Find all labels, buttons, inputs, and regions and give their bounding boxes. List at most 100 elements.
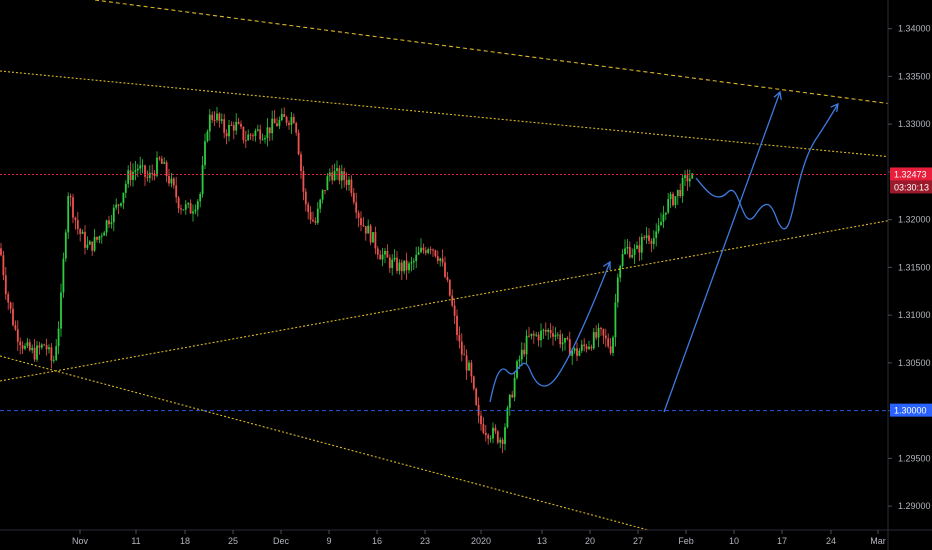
- candle-body: [573, 348, 576, 351]
- price-tick-label: 1.31500: [898, 262, 931, 272]
- candle-body: [276, 123, 278, 127]
- candle-body: [470, 362, 473, 377]
- resistance-trend-line: [0, 70, 893, 158]
- candle-body: [213, 119, 216, 121]
- candle-body: [604, 335, 607, 339]
- candle-body: [487, 435, 490, 439]
- candle-body: [64, 232, 67, 259]
- candle-body: [343, 171, 346, 180]
- projection-arrowhead-january: [602, 260, 611, 271]
- candle-body: [434, 250, 437, 257]
- time-tick-label: 16: [372, 536, 382, 546]
- time-tick-label: 9: [326, 536, 331, 546]
- candle-body: [124, 183, 127, 193]
- candle-body: [352, 193, 355, 203]
- candle-body: [364, 226, 367, 234]
- candle-body: [393, 257, 396, 260]
- candle-body: [43, 344, 46, 346]
- candle-body: [304, 191, 307, 205]
- candle-body: [643, 237, 646, 239]
- candle-body: [19, 341, 22, 346]
- candle-body: [482, 424, 485, 433]
- candle-body: [676, 189, 679, 197]
- candle-body: [273, 118, 276, 124]
- time-axis[interactable]: Nov 11 18 25 Dec 9 16 23 2020 13 20 27 Feb 10 17 24 Mar: [0, 529, 932, 546]
- candle-body: [386, 250, 389, 258]
- candle-body: [624, 248, 626, 255]
- candle-body: [290, 117, 293, 125]
- candle-body: [628, 246, 631, 258]
- candle-body: [405, 260, 408, 271]
- marked-level-label: 1.30000: [894, 406, 927, 416]
- candle-body: [266, 127, 269, 139]
- candle-body: [460, 341, 463, 355]
- candle-body: [381, 254, 384, 260]
- candle-body: [232, 125, 235, 131]
- candle-body: [674, 196, 677, 206]
- candle-body: [172, 178, 175, 186]
- time-tick-label: 27: [633, 536, 643, 546]
- candle-body: [177, 197, 180, 209]
- candle-body: [559, 334, 562, 345]
- candle-body: [326, 176, 329, 191]
- candle-body: [45, 345, 48, 350]
- candle-body: [146, 176, 149, 178]
- price-tick-label: 1.31000: [898, 310, 931, 320]
- price-axis[interactable]: 1.340001.335001.330001.325001.320001.315…: [887, 0, 932, 550]
- candle-body: [616, 277, 619, 303]
- candle-body: [436, 256, 439, 261]
- candle-body: [280, 114, 283, 121]
- candle-body: [79, 229, 82, 234]
- candle-body: [199, 193, 202, 202]
- candle-body: [508, 394, 511, 408]
- candle-body: [384, 250, 386, 255]
- candle-body: [691, 173, 694, 179]
- price-tick-label: 1.33500: [898, 71, 931, 81]
- candle-body: [355, 202, 358, 213]
- candle-body: [136, 168, 139, 171]
- candle-body: [201, 165, 204, 194]
- candle-body: [26, 342, 29, 346]
- candle-body: [261, 139, 264, 141]
- candle-body: [31, 347, 34, 351]
- candle-body: [432, 249, 434, 251]
- candle-body: [141, 165, 144, 167]
- candle-body: [175, 185, 178, 198]
- candle-body: [652, 238, 655, 244]
- candle-body: [631, 254, 634, 258]
- candle-body: [535, 334, 538, 336]
- candle-body: [165, 162, 168, 176]
- candle-body: [184, 204, 187, 210]
- candle-body: [489, 438, 492, 440]
- candle-body: [132, 171, 134, 180]
- projection-arrowhead-wave: [830, 102, 839, 112]
- candle-body: [657, 225, 660, 232]
- candle-body: [120, 203, 122, 206]
- candle-body: [81, 231, 84, 234]
- candle-body: [660, 221, 662, 226]
- time-tick-label: 18: [180, 536, 190, 546]
- candle-body: [648, 235, 650, 241]
- candle-body: [249, 134, 252, 136]
- candle-body: [530, 333, 533, 336]
- candle-body: [602, 329, 605, 336]
- candle-body: [336, 168, 338, 172]
- projection-arrowhead-rise: [773, 90, 782, 101]
- candle-body: [108, 220, 110, 225]
- candle-body: [576, 348, 578, 356]
- candle-body: [595, 332, 598, 338]
- candle-body: [350, 179, 353, 194]
- upper-channel-dashed-line: [94, 0, 893, 105]
- countdown-label: 03:30:13: [894, 182, 929, 192]
- candle-body: [427, 249, 430, 253]
- candle-body: [564, 337, 566, 343]
- candle-body: [412, 261, 415, 263]
- candle-body: [254, 130, 257, 137]
- candle-body: [57, 328, 60, 347]
- candle-body: [122, 192, 125, 204]
- candle-body: [662, 214, 665, 222]
- candle-body: [362, 225, 365, 227]
- candle-body: [448, 279, 451, 296]
